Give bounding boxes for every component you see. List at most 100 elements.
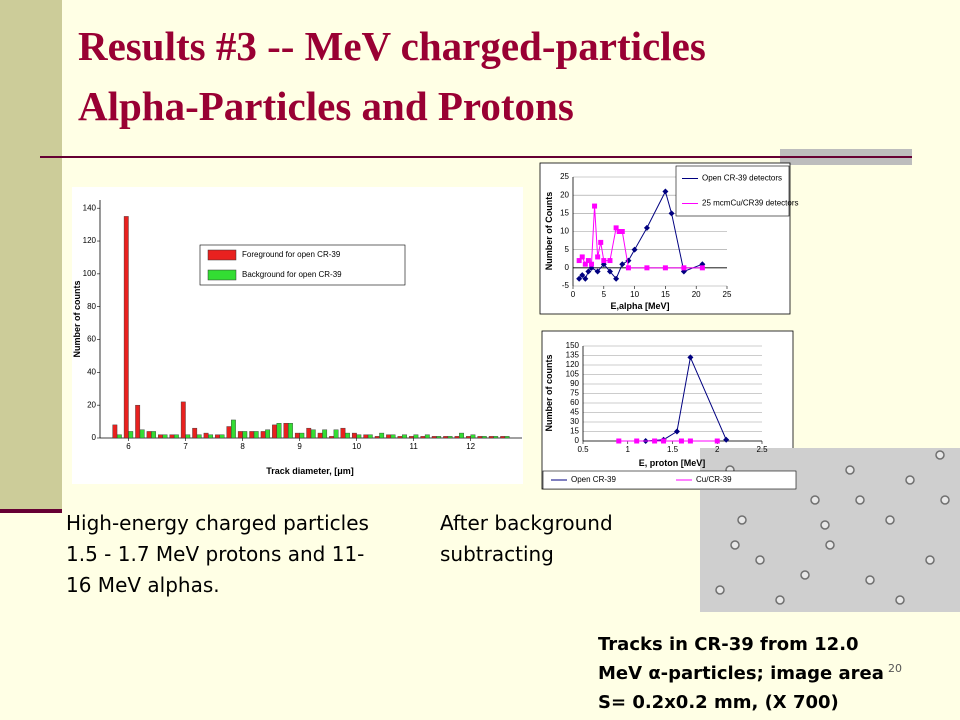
marker: [616, 438, 622, 444]
bar: [112, 424, 118, 439]
y-tick-label: 120: [83, 236, 97, 245]
bar: [317, 432, 323, 439]
side-rule: [0, 509, 62, 513]
marker: [585, 258, 591, 264]
y-tick-label: 140: [83, 203, 97, 212]
x-tick-label: 20: [692, 290, 701, 299]
bar: [436, 436, 442, 439]
bar: [151, 431, 156, 439]
bar: [310, 429, 316, 439]
bar: [367, 434, 373, 439]
bar: [260, 431, 266, 439]
bar: [459, 432, 464, 439]
marker: [625, 265, 631, 271]
bar: [299, 432, 305, 439]
x-tick-label: 10: [352, 442, 361, 451]
bar: [219, 434, 225, 439]
caption: Tracks in CR-39 from 12.0: [598, 634, 859, 655]
bar: [402, 434, 407, 439]
bar: [169, 434, 175, 439]
legend-label: Background for open CR-39: [242, 270, 342, 279]
x-tick-label: 15: [661, 290, 670, 299]
marker: [585, 268, 592, 275]
y-tick-label: 135: [566, 351, 580, 360]
body-text: 1.5 - 1.7 MeV protons and 11-: [66, 542, 364, 566]
bar: [493, 436, 499, 439]
bar: [329, 436, 334, 439]
bar: [294, 432, 300, 439]
y-axis-label: Number of counts: [72, 280, 82, 357]
marker: [668, 210, 675, 217]
x-tick-label: 5: [602, 290, 607, 299]
marker: [576, 275, 583, 282]
bar: [180, 401, 186, 439]
bar: [322, 429, 328, 439]
bar: [128, 431, 134, 439]
y-tick-label: 30: [570, 417, 579, 426]
bar: [237, 431, 243, 439]
y-tick-label: 0: [92, 433, 97, 442]
page-number: 20: [888, 662, 902, 675]
bar: [283, 423, 289, 439]
marker: [662, 265, 668, 271]
title-line: Alpha-Particles and Protons: [78, 83, 574, 129]
bar: [340, 427, 346, 439]
x-tick-label: 1.5: [667, 445, 679, 454]
bar: [253, 431, 259, 439]
bar: [192, 427, 198, 439]
x-tick-label: 2: [715, 445, 720, 454]
x-tick-label: 0: [571, 290, 576, 299]
marker: [673, 428, 680, 435]
marker: [662, 188, 669, 195]
y-axis-label: Number of counts: [544, 354, 554, 431]
bar: [306, 427, 312, 439]
bar: [504, 436, 510, 439]
bar: [386, 434, 391, 439]
marker: [598, 239, 604, 245]
bar: [470, 434, 476, 439]
bar: [374, 436, 380, 439]
bar: [390, 434, 396, 439]
bar: [447, 436, 453, 439]
x-tick-label: 6: [126, 442, 131, 451]
marker: [579, 254, 585, 260]
legend-box: [542, 470, 797, 490]
legend-label: 25 mcmCu/CR39 detectors: [702, 199, 798, 208]
legend-label: Open CR-39 detectors: [702, 174, 782, 183]
bar: [466, 436, 471, 439]
marker: [687, 438, 693, 444]
y-tick-label: 10: [560, 227, 569, 236]
marker: [613, 225, 619, 231]
x-tick-label: 7: [183, 442, 188, 451]
marker: [616, 229, 622, 234]
y-axis-label: Number of Counts: [544, 192, 554, 271]
bar: [139, 429, 145, 439]
bar: [408, 436, 414, 439]
title-rule: [40, 156, 912, 158]
y-tick-label: 15: [570, 427, 579, 436]
marker: [723, 436, 730, 443]
bar: [215, 434, 220, 439]
legend-label: Cu/CR-39: [696, 475, 732, 484]
bar: [356, 434, 362, 439]
marker: [588, 261, 594, 267]
bar: [351, 432, 357, 439]
caption: MeV α-particles; image area: [598, 663, 884, 684]
y-tick-label: 25: [560, 172, 569, 181]
bar: [379, 432, 385, 439]
bar: [203, 432, 209, 439]
y-tick-label: 90: [570, 379, 579, 388]
body-text: subtracting: [440, 542, 554, 566]
bar: [158, 434, 163, 439]
bar: [420, 436, 426, 439]
marker: [644, 265, 650, 271]
bar: [424, 434, 430, 439]
legend-label: Open CR-39: [571, 475, 616, 484]
x-axis-label: E, proton [MeV]: [639, 458, 706, 468]
bar: [226, 426, 232, 439]
bar: [488, 436, 494, 439]
marker: [595, 254, 601, 260]
bar: [431, 436, 437, 439]
